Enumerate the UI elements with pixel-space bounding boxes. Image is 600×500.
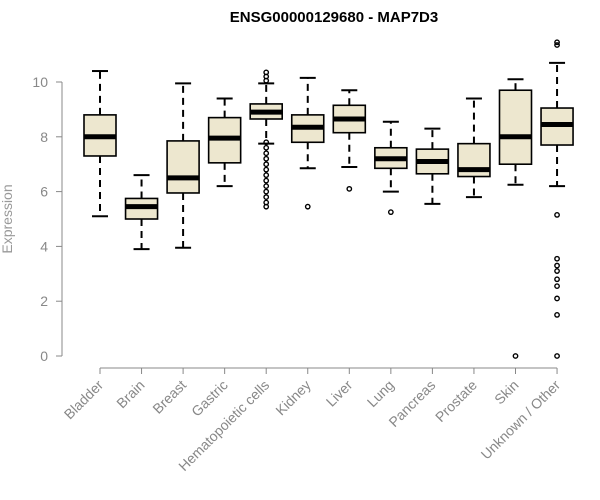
y-tick-label: 0 [40,348,48,364]
x-tick-label: Prostate [432,377,480,425]
outlier-point [304,203,311,210]
box-prostate [457,97,491,199]
outlier-point [554,283,560,290]
outlier-point [263,172,270,179]
y-axis-label: Expression [0,184,15,253]
x-tick-label: Kidney [272,377,314,419]
box-skin [498,78,533,359]
outlier-point [263,144,270,151]
outlier-point [263,203,270,210]
outlier-point [263,166,270,173]
y-axis: 0 2 4 6 8 10 [32,74,63,364]
x-tick-label: Skin [491,377,522,408]
box-hematopoietic-cells [249,69,283,210]
outlier-point [554,262,560,269]
outlier-point [263,139,270,146]
outlier-point [554,211,560,218]
outlier-point [263,177,270,184]
box-bladder [83,70,117,218]
box-breast [166,82,200,249]
outlier-point [263,188,270,195]
outlier-point [512,353,519,359]
box-kidney [290,76,325,210]
outlier-point [554,255,560,262]
outlier-point [263,77,270,84]
outlier-point [263,150,270,157]
box-lung [374,120,408,216]
box-brain [124,174,159,251]
x-tick-label: Liver [323,377,356,410]
x-tick-label: Brain [113,377,147,411]
x-tick-label: Lung [364,377,397,410]
outlier-point [554,268,560,274]
outlier-point [387,209,394,216]
y-tick-label: 4 [40,238,48,254]
outlier-point [554,353,560,359]
y-tick-label: 10 [32,74,48,90]
iqr-box [166,140,200,194]
outlier-point [263,155,270,162]
outlier-point [263,161,270,168]
outlier-point [554,311,560,318]
box-pancreas [415,127,450,205]
chart-title: ENSG00000129680 - MAP7D3 [230,9,438,26]
box-unknown-other [540,39,574,359]
outlier-point [554,295,560,302]
x-tick-label: Bladder [61,377,107,423]
box-liver [332,89,367,192]
x-tick-label: Breast [149,377,189,417]
y-tick-label: 8 [40,129,48,145]
box-gastric [207,97,242,188]
outlier-point [346,185,353,192]
box-series [83,39,574,359]
outlier-point [554,42,560,48]
iqr-box [498,89,533,166]
y-tick-label: 6 [40,184,48,200]
outlier-point [554,39,560,46]
x-tick-label: Unknown / Other [478,377,564,463]
outlier-point [554,276,560,283]
y-tick-label: 2 [40,293,48,309]
outlier-point [263,183,270,190]
outlier-point [263,194,270,200]
